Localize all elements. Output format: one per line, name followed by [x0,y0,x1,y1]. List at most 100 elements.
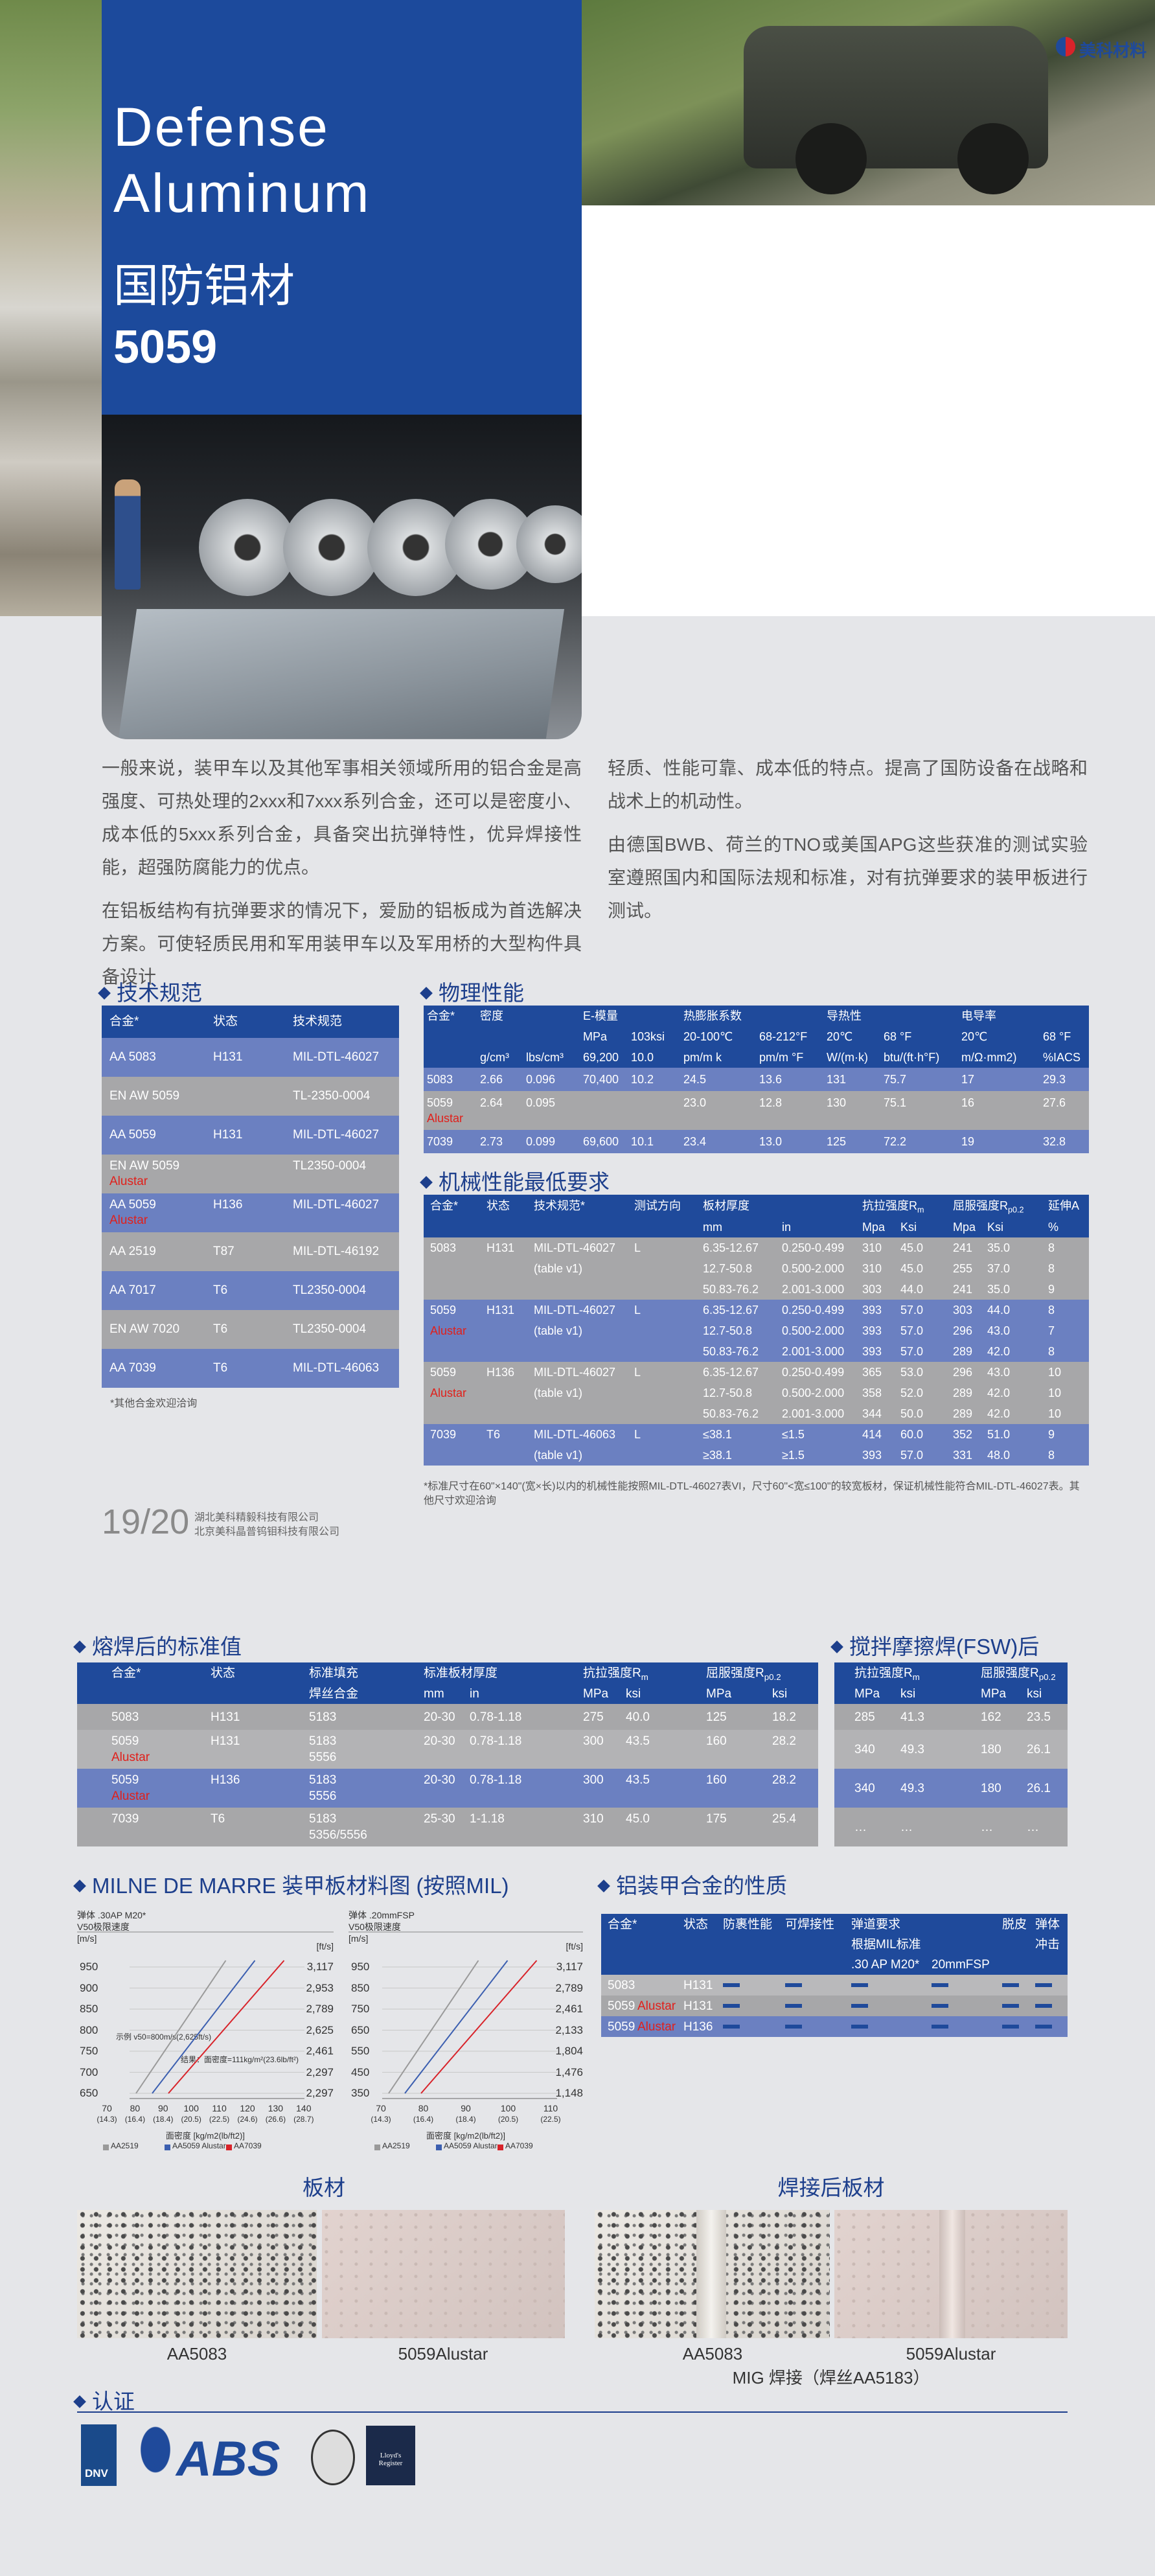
cell: 标准板材厚度 [424,1666,498,1680]
chart-line [404,1960,509,2094]
title-alloy: 5059 [113,321,218,373]
cell: 344 [862,1407,882,1420]
cell: 68 °F [884,1030,912,1043]
cell: 屈服强度Rp0.2 [706,1665,781,1685]
table-row: 12.7-50.8 0.500-2.000 393 57.0 296 43.0 7 (tabl… [424,1320,1089,1341]
cell: 2.73 [480,1135,503,1148]
table-row: AA 7017 T6 TL2350-0004 [102,1271,399,1310]
cell: mm [424,1686,444,1701]
cell: 241 [953,1241,973,1254]
cell: 5083 [608,1978,635,1992]
cell: pm/m °F [759,1051,804,1064]
cell: 7039 [427,1135,453,1148]
logo-icon [1056,37,1075,56]
cell: 10.1 [631,1135,654,1148]
landscape-photo [0,0,102,616]
table-row: AA 5059 H131 MIL-DTL-46027 [102,1116,399,1155]
x-tick-label: (16.4) [413,2115,434,2124]
cell: L [634,1366,641,1379]
y-tick-label: 650 [351,2023,370,2036]
cell: AA 5059 [109,1128,156,1142]
cell: T6 [213,1283,228,1297]
cell: 可焊接性 [785,1917,835,1931]
cell: 50.0 [900,1407,924,1420]
cell: 414 [862,1428,882,1441]
cell: 12.7-50.8 [703,1386,753,1399]
cell: TL-2350-0004 [293,1089,371,1103]
section-title: 铝装甲合金的性质 [597,1869,787,1900]
cell: 19 [961,1135,975,1148]
cell: 160 [706,1773,727,1787]
legend-swatch [226,2145,232,2150]
cell: 45.0 [900,1241,924,1254]
cell: 18.2 [772,1710,796,1724]
dash-mark [723,2004,740,2008]
cell: 23.0 [683,1096,707,1109]
cell: 393 [862,1304,882,1317]
cell: T6 [486,1428,501,1441]
table-row: 合金* 密度 E-模量 热膨胀系数 导热性 电导率 [424,1006,1089,1026]
cell: MPa [854,1686,880,1701]
cell: 303 [862,1283,882,1296]
x-tick-label: (22.5) [209,2115,230,2124]
cell: Alustar [111,1789,150,1803]
table-row: 5083 H131 [601,1975,1068,1995]
x-tick-label: (24.6) [237,2115,258,2124]
x-axis-label: 面密度 [kg/m2(lb/ft2)] [165,2131,245,2141]
cell: Alustar [430,1386,467,1399]
x-tick-label: (20.5) [497,2115,519,2124]
cell: H131 [486,1304,515,1317]
cell: H131 [211,1710,240,1724]
legend-swatch [497,2145,503,2150]
annotation: 结果：面密度=111kg/m²(23.6lb/ft²) [181,2055,299,2064]
cell: L [634,1304,641,1317]
cell: 5183 [309,1773,337,1787]
company: 湖北美科精毅科技有限公司 [194,1512,319,1523]
section-title: 物理性能 [419,976,524,1007]
cell: 测试方向 [634,1199,681,1212]
cell: T87 [213,1245,234,1258]
cell: 289 [953,1407,973,1420]
cell-text: 屈服强度R [981,1666,1039,1680]
cell: 24.5 [683,1073,707,1086]
x-tick-label: 90 [461,2103,471,2113]
cell: ksi [1027,1686,1042,1701]
cell: 屈服强度Rp0.2 [981,1665,1056,1685]
x-tick-label: 130 [268,2103,284,2113]
cell: 2.001-3.000 [782,1345,845,1358]
cell: 75.7 [884,1073,907,1086]
cell: 合金* [430,1199,459,1212]
cell: 44.0 [987,1304,1011,1317]
cell: pm/m k [683,1051,722,1064]
cell: MIL-DTL-46027 [534,1366,616,1379]
cell: L [634,1428,641,1441]
cell: 7039 [111,1812,139,1826]
cell: AA 5059 [109,1198,156,1212]
cell: % [1048,1220,1059,1234]
cell: 0.096 [526,1073,556,1086]
cell: 9 [1048,1283,1055,1296]
cell: 103ksi [631,1030,665,1043]
cell: 12.8 [759,1096,783,1109]
coil [516,505,582,583]
y-tick-label: 2,789 [555,1981,583,1994]
cell: (table v1) [534,1324,583,1337]
table-row: 焊丝合金 mm in MPa ksi MPa ksi [77,1683,818,1704]
cell: … [981,1820,993,1834]
cell: 5183 [309,1812,337,1826]
cell: 358 [862,1386,882,1399]
paragraph: 轻质、性能可靠、成本低的特点。提高了国防设备在战略和战术上的机动性。 [608,758,1088,811]
table-row: 5059 H136 Alustar [601,2016,1068,2037]
cell: 7 [1048,1324,1055,1337]
cell: H136 [213,1198,243,1212]
cell: 49.3 [900,1742,924,1756]
cell: 10.2 [631,1073,654,1086]
x-axis-label: 面密度 [kg/m2(lb/ft2)] [426,2131,506,2141]
cell: 35.0 [987,1283,1011,1296]
table-row: 5059 H131 Alustar [601,1995,1068,2016]
cell: 0.500-2.000 [782,1262,845,1275]
cell: 6.35-12.67 [703,1366,759,1379]
cell: 5059 [430,1366,457,1379]
wheel [795,123,867,194]
chart-line [152,1960,256,2094]
